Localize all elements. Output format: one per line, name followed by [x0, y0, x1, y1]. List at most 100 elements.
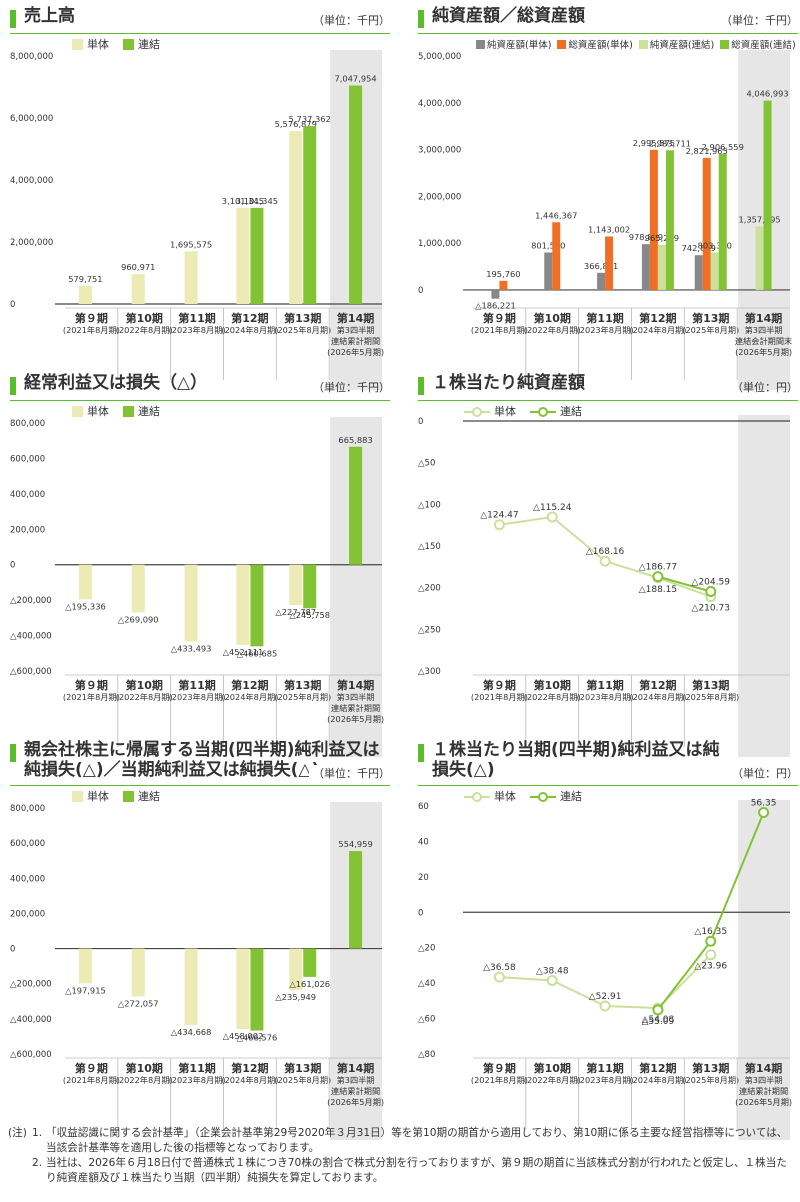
bar — [491, 289, 500, 299]
bar-value-label: △186,221 — [475, 301, 516, 311]
ordinary-panel: 経常利益又は損失（△） （単位：千円） 単体 連結 △600,000 △400,0… — [10, 373, 390, 757]
bar — [763, 100, 772, 290]
category-label: (2025年8月期) — [274, 1075, 331, 1085]
legend-item-tanntai: 単体 — [464, 788, 516, 804]
legend-swatch — [638, 39, 648, 49]
bar-value-label: △460,685 — [237, 648, 278, 658]
category-label: 第９期 — [75, 311, 108, 325]
bar — [641, 244, 650, 290]
bar — [349, 85, 363, 304]
y-tick-label: 40 — [418, 837, 429, 847]
bar-value-label: 5,576,879 — [275, 119, 317, 129]
category-label: 連結累計期間 — [331, 703, 380, 713]
legend-label: 連結 — [138, 38, 160, 51]
bar — [236, 207, 250, 304]
legend-item-tanntai: 単体 — [72, 36, 109, 52]
legend-item-tanntai: 単体 — [464, 403, 516, 419]
category-label: 第９期 — [75, 678, 108, 692]
bar-value-label: 1,357,295 — [738, 214, 780, 224]
data-point — [599, 555, 611, 567]
category-label: (2025年8月期) — [682, 692, 739, 702]
category-label: (2023年8月期) — [169, 692, 226, 702]
legend-item-renketsu: 連結 — [530, 788, 582, 804]
point-value-label: △204.59 — [692, 577, 731, 587]
point-value-label: △16.35 — [694, 927, 727, 937]
y-tick-label: 600,000 — [10, 454, 45, 464]
y-tick-label: △400,000 — [10, 632, 52, 642]
bar-value-label: 665,883 — [338, 435, 372, 445]
bar — [250, 564, 264, 647]
bar — [236, 948, 250, 1030]
category-label: (2024年8月期) — [221, 325, 278, 335]
data-point — [705, 935, 717, 947]
bar-value-label: 1,446,367 — [535, 210, 577, 220]
bps-title: １株当たり純資産額 — [432, 373, 585, 393]
y-tick-label: △60 — [418, 1015, 435, 1025]
data-point — [493, 971, 505, 983]
bar — [544, 252, 553, 290]
bar-value-label: 965,269 — [645, 233, 679, 243]
y-tick-label: △600,000 — [10, 667, 52, 677]
legend-swatch — [123, 38, 134, 50]
legend-line-swatch — [530, 791, 556, 802]
bar-value-label: 2,906,559 — [702, 142, 744, 152]
bar — [605, 236, 614, 290]
data-point — [493, 519, 505, 531]
bar-value-label: △458,002 — [223, 1031, 264, 1041]
footnote-prefix: (注) — [8, 1127, 27, 1139]
category-label: 第９期 — [483, 678, 516, 692]
category-label: (2021年8月期) — [471, 1075, 528, 1085]
category-label: (2023年8月期) — [169, 1075, 226, 1085]
bar — [349, 446, 363, 565]
y-tick-label: 4,000,000 — [418, 99, 461, 109]
bar — [552, 222, 561, 290]
data-point — [652, 571, 664, 583]
legend-item-renketsu: 連結 — [123, 403, 160, 419]
category-label: (2021年8月期) — [471, 325, 528, 335]
y-tick-label: 1,000,000 — [418, 239, 461, 249]
bar-value-label: 742,889 — [682, 243, 716, 253]
legend-line-swatch — [464, 791, 490, 802]
legend-swatch — [557, 39, 567, 49]
category-label: 連結累計期間 — [331, 336, 380, 346]
title-rule — [10, 785, 390, 786]
assets-title-block: 純資産額／総資産額 — [418, 6, 585, 28]
category-label: (2025年8月期) — [274, 692, 331, 702]
netincome-title-block: 親会社株主に帰属する当期(四半期)純利益又は純損失(△)／当期純利益又は純損失(… — [10, 740, 384, 780]
category-label: 第９期 — [75, 1061, 108, 1075]
series-line — [657, 575, 712, 593]
category-label: (2026年5月期) — [735, 1097, 792, 1107]
data-point — [652, 1004, 664, 1016]
title-accent-bar — [10, 10, 16, 28]
category-label: 第11期 — [586, 678, 623, 692]
category-label: 連結累計期間 — [739, 1086, 788, 1096]
point-value-label: △23.96 — [694, 962, 727, 972]
point-value-label: 56.35 — [751, 798, 777, 808]
legend-label: 連結 — [560, 790, 582, 803]
legend-label: 単体 — [87, 38, 109, 51]
category-label: 第14期 — [337, 1061, 374, 1075]
bar — [289, 564, 303, 606]
legend-swatch — [476, 39, 485, 49]
legend-swatch — [123, 790, 134, 802]
bar — [702, 157, 711, 290]
category-label: 第13期 — [692, 678, 729, 692]
bar — [131, 564, 145, 613]
footnote-number: 2. — [32, 1157, 43, 1169]
assets-unit: （単位：千円） — [721, 14, 798, 27]
bar-value-label: △452,111 — [223, 647, 264, 657]
bar-value-label: △161,026 — [289, 979, 330, 989]
bar — [597, 272, 606, 290]
data-point — [705, 585, 717, 597]
point-value-label: △210.73 — [692, 604, 730, 614]
bar — [184, 251, 198, 304]
category-label: 第11期 — [178, 1061, 215, 1075]
category-label: (2022年8月期) — [116, 1075, 173, 1085]
bar — [710, 252, 719, 290]
category-label: 第12期 — [231, 1061, 268, 1075]
eps-panel: １株当たり当期(四半期)純利益又は純損失(△) （単位：円） 単体 連結 △80… — [418, 740, 798, 1140]
category-label: 第10期 — [534, 1061, 571, 1075]
bar-value-label: △434,668 — [171, 1027, 212, 1037]
category-label: 第12期 — [639, 1061, 676, 1075]
legend-label: 純資産額(連結) — [649, 40, 715, 51]
